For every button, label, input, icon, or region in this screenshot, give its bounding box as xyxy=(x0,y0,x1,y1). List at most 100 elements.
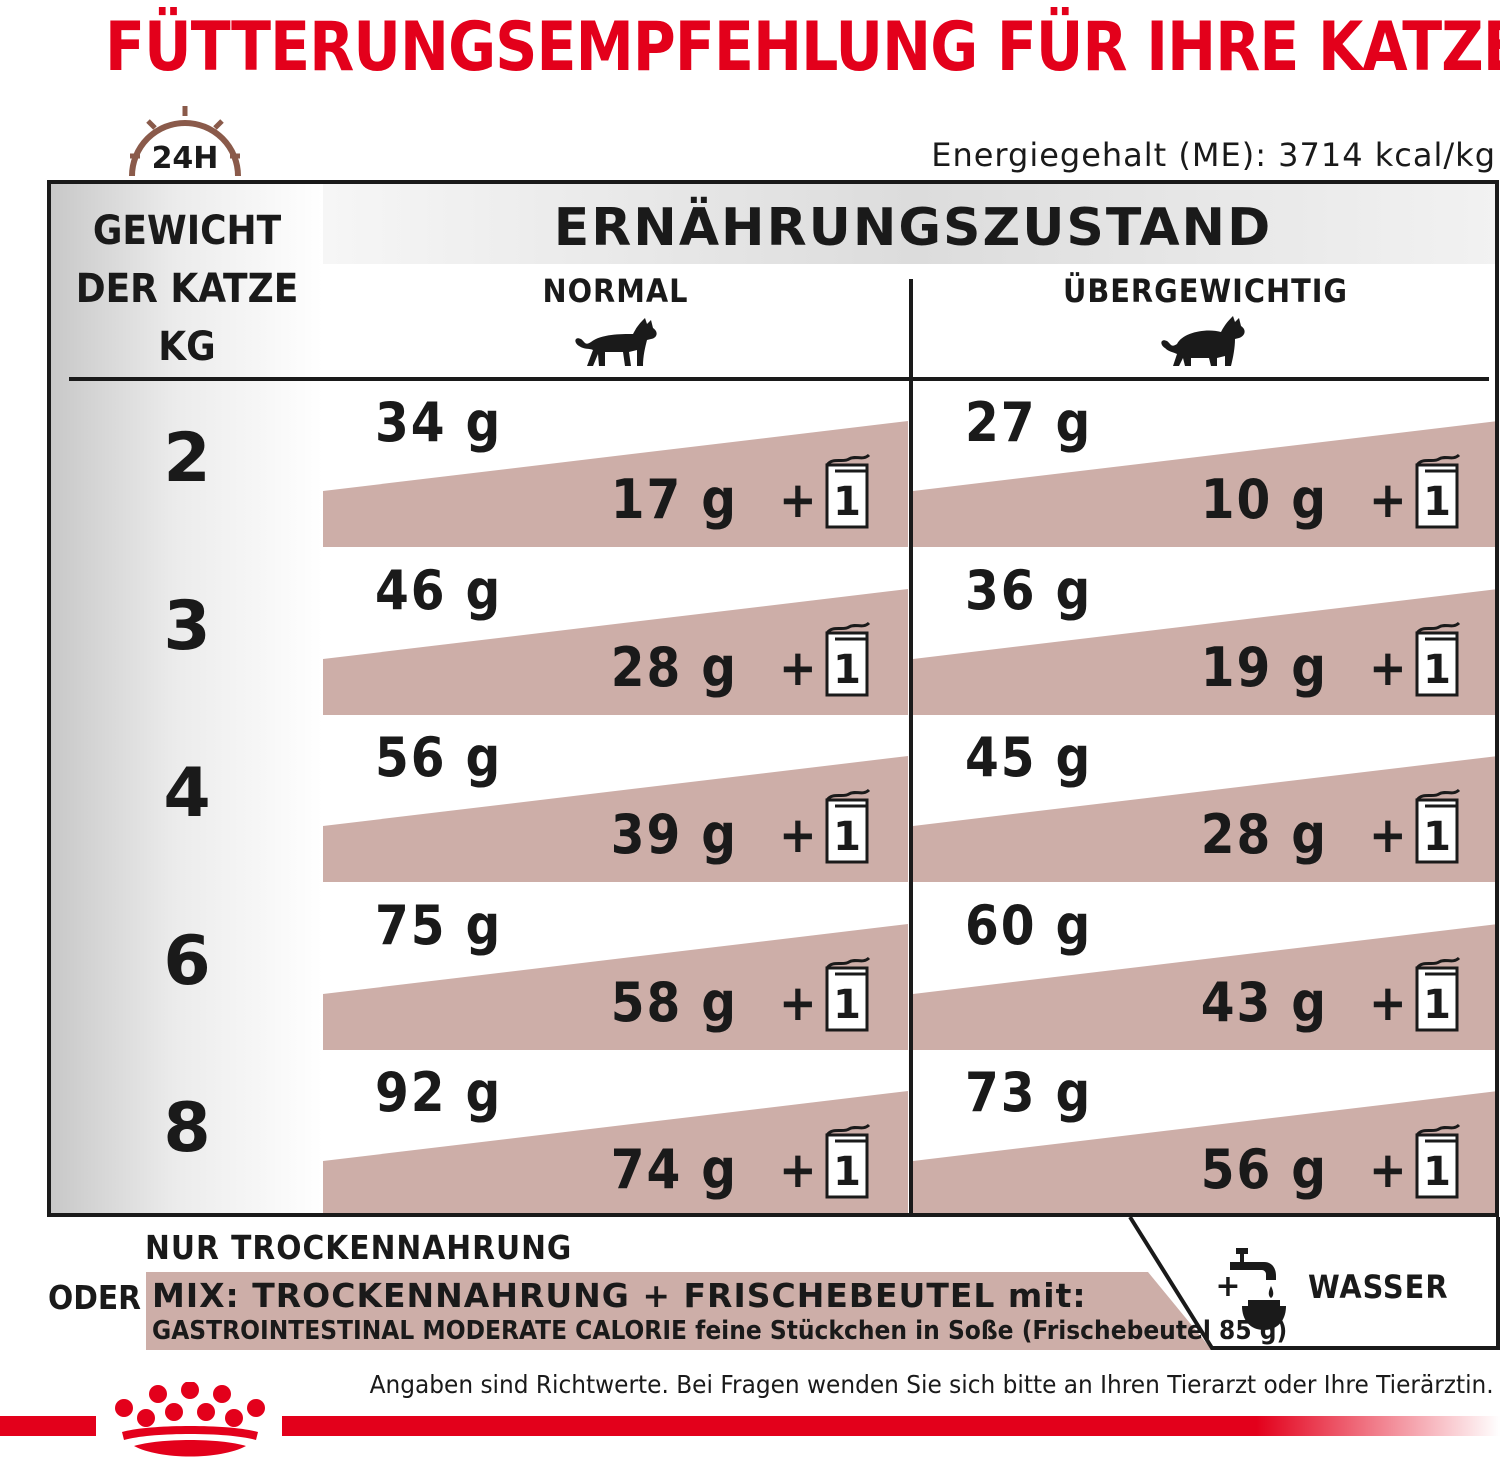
water-label: WASSER xyxy=(1308,1268,1449,1306)
plus-sign: + xyxy=(779,973,817,1032)
legend-dry-only: NUR TROCKENNAHRUNG xyxy=(145,1228,573,1267)
weight-header-line: KG xyxy=(158,324,216,370)
mix-amount: 17 g xyxy=(610,468,738,531)
pouch-icon: 1 xyxy=(1415,1123,1461,1199)
weight-header-line: DER KATZE xyxy=(75,266,299,312)
cell-overweight: 60 g 43 g +1 xyxy=(913,884,1495,1050)
state-header-band xyxy=(323,184,1495,264)
dry-only-amount: 92 g xyxy=(375,1061,503,1124)
mix-wedge-shape xyxy=(913,1091,1495,1213)
pouch-icon: 1 xyxy=(1415,956,1461,1031)
pouch-icon: 1 xyxy=(1415,621,1461,696)
mix-wedge xyxy=(323,588,908,715)
mix-amount: 19 g xyxy=(1200,635,1328,699)
pouch-count: 1 xyxy=(1423,982,1451,1028)
row-weight: 2 xyxy=(163,419,211,498)
pouch-count: 1 xyxy=(833,1149,861,1195)
mix-wedge-shape xyxy=(323,923,908,1050)
mix-amount: 58 g xyxy=(610,970,738,1034)
dry-only-amount: 27 g xyxy=(965,391,1093,454)
cell-normal: 92 g 74 g +1 xyxy=(323,1051,908,1213)
row-weight: 4 xyxy=(163,754,211,833)
dry-only-amount: 75 g xyxy=(375,893,503,957)
mix-amount: 56 g xyxy=(1200,1138,1328,1201)
legend-or: ODER xyxy=(48,1278,142,1317)
pouch-count: 1 xyxy=(833,479,861,525)
mix-wedge xyxy=(913,1091,1495,1213)
pouch-icon: 1 xyxy=(825,621,871,696)
mix-wedge xyxy=(913,756,1495,882)
pouch-count: 1 xyxy=(833,647,861,693)
cat-overweight-icon xyxy=(1161,316,1245,366)
cell-normal: 34 g 17 g +1 xyxy=(323,381,908,547)
footnote: Angaben sind Richtwerte. Bei Fragen wend… xyxy=(369,1370,1494,1399)
legend-mix-line1: MIX: TROCKENNAHRUNG + FRISCHEBEUTEL mit: xyxy=(152,1276,1087,1315)
mix-wedge xyxy=(323,1091,908,1213)
pouch-count: 1 xyxy=(833,982,861,1028)
plus-sign: + xyxy=(1369,638,1407,697)
clock-label: 24H xyxy=(152,141,219,176)
cat-normal-icon xyxy=(575,318,657,366)
mix-wedge xyxy=(913,588,1495,715)
weight-header-line: GEWICHT xyxy=(92,208,282,254)
row-weight: 6 xyxy=(163,921,211,1001)
mix-amount: 10 g xyxy=(1200,468,1328,531)
clock-icon: 24H xyxy=(129,106,241,177)
pouch-count: 1 xyxy=(1423,1149,1451,1195)
dry-only-amount: 34 g xyxy=(375,391,503,454)
column-header-overweight: ÜBERGEWICHTIG xyxy=(1062,272,1349,310)
cell-overweight: 36 g 19 g +1 xyxy=(913,549,1495,715)
column-header-normal: NORMAL xyxy=(542,272,689,310)
mix-wedge xyxy=(323,421,908,547)
cell-normal: 46 g 28 g +1 xyxy=(323,549,908,715)
cell-overweight: 45 g 28 g +1 xyxy=(913,716,1495,882)
pouch-icon: 1 xyxy=(825,788,871,864)
mix-wedge xyxy=(913,421,1495,547)
page-title: FÜTTERUNGSEMPFEHLUNG FÜR IHRE KATZE xyxy=(105,8,1500,87)
dry-only-amount: 73 g xyxy=(965,1061,1093,1124)
pouch-icon: 1 xyxy=(1415,788,1461,864)
mix-amount: 39 g xyxy=(610,803,738,866)
dry-only-amount: 56 g xyxy=(375,726,503,789)
mix-wedge xyxy=(913,923,1495,1050)
dry-only-amount: 60 g xyxy=(965,893,1093,957)
footer-red-bar xyxy=(0,1416,1500,1436)
mix-wedge-shape xyxy=(323,1091,908,1213)
cell-normal: 56 g 39 g +1 xyxy=(323,716,908,882)
plus-sign: + xyxy=(1369,471,1407,529)
weight-header: GEWICHT DER KATZE KG xyxy=(51,202,323,376)
mix-wedge xyxy=(323,923,908,1050)
pouch-count: 1 xyxy=(1423,814,1451,860)
mix-wedge-shape xyxy=(913,923,1495,1050)
mix-wedge-shape xyxy=(913,756,1495,882)
energy-content: Energiegehalt (ME): 3714 kcal/kg xyxy=(931,136,1496,174)
plus-sign: + xyxy=(1369,1141,1407,1199)
mix-wedge-shape xyxy=(323,421,908,547)
plus-sign: + xyxy=(779,471,817,529)
header-divider xyxy=(69,377,1489,381)
feeding-table: GEWICHT DER KATZE KG ERNÄHRUNGSZUSTAND N… xyxy=(47,180,1499,1217)
pouch-count: 1 xyxy=(833,814,861,860)
dry-only-amount: 36 g xyxy=(965,558,1093,622)
plus-sign: + xyxy=(779,638,817,697)
cell-overweight: 73 g 56 g +1 xyxy=(913,1051,1495,1213)
pouch-count: 1 xyxy=(1423,479,1451,525)
mix-amount: 28 g xyxy=(610,635,738,699)
mix-wedge-shape xyxy=(323,588,908,715)
plus-sign: + xyxy=(1369,806,1407,864)
crown-logo xyxy=(115,1382,265,1457)
pouch-icon: 1 xyxy=(825,956,871,1031)
mix-wedge-shape xyxy=(913,588,1495,715)
column-divider xyxy=(909,279,913,1213)
pouch-icon: 1 xyxy=(825,453,871,529)
mix-wedge-shape xyxy=(913,421,1495,547)
mix-amount: 74 g xyxy=(610,1138,738,1201)
dry-only-amount: 45 g xyxy=(965,726,1093,789)
pouch-icon: 1 xyxy=(825,1123,871,1199)
plus-sign: + xyxy=(779,1141,817,1199)
mix-amount: 43 g xyxy=(1200,970,1328,1034)
water-tap-bowl-icon xyxy=(1230,1248,1286,1330)
plus-sign: + xyxy=(1369,973,1407,1032)
cell-normal: 75 g 58 g +1 xyxy=(323,884,908,1050)
state-title: ERNÄHRUNGSZUSTAND xyxy=(553,198,1273,258)
